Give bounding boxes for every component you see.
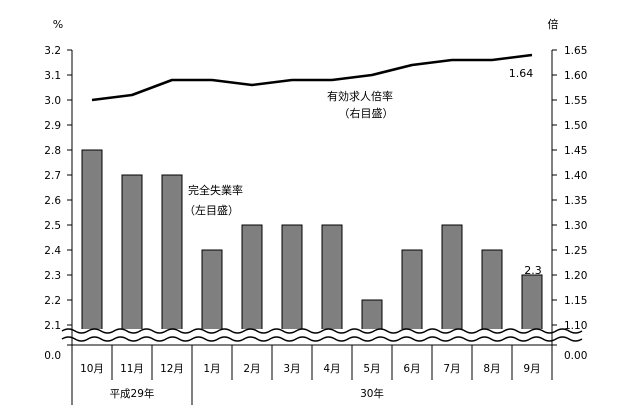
left-tick-label: 2.1 [44,320,61,332]
left-tick-label: 2.4 [44,245,61,257]
left-tick-label: 2.5 [44,220,61,232]
left-tick-label: 3.1 [44,70,61,82]
bar-series-axis-note: （左目盛） [184,203,239,217]
category-label: 12月 [160,363,184,375]
last-bar-value-label: 2.3 [524,264,542,277]
category-label: 9月 [523,363,540,375]
category-label: 1月 [203,363,220,375]
last-line-value-label: 1.64 [509,67,534,80]
line-series-label: 有効求人倍率 [327,89,393,103]
category-label: 6月 [403,363,420,375]
x-axis-year-groups: 平成29年 30年 [71,380,384,405]
axis-break-lower-wave [61,336,583,342]
left-axis-ticks: 3.2 3.1 3.0 2.9 2.8 2.7 2.6 2.5 2.4 2.3 2.2 2.1 0.0 [44,45,72,362]
left-tick-label: 3.2 [44,45,61,57]
bar-5 [241,224,263,341]
right-tick-label: 1.20 [564,270,587,282]
right-tick-label: 1.40 [564,170,587,182]
axis-break-upper-wave [61,328,583,334]
category-label: 7月 [443,363,460,375]
bar-7 [321,224,343,341]
left-tick-label: 0.0 [44,350,61,362]
left-tick-label: 2.9 [44,120,61,132]
bar-6 [281,224,303,341]
line-series-axis-note: （右目盛） [339,106,394,120]
bar-1 [81,149,103,341]
bar-4 [201,249,223,341]
bar-10 [441,224,463,341]
bar-2 [121,174,143,341]
left-tick-label: 2.7 [44,170,61,182]
axis-break [61,328,583,342]
right-tick-label: 0.00 [564,350,587,362]
right-tick-label: 1.55 [564,95,587,107]
axis-break-band [62,329,562,341]
x-axis-categories: 10月 11月 12月 1月 2月 3月 4月 5月 6月 7月 8月 9月 [71,345,553,380]
category-label: 2月 [243,363,260,375]
category-label: 10月 [80,363,104,375]
bar-3 [161,174,183,341]
right-tick-label: 1.50 [564,120,587,132]
left-tick-label: 2.6 [44,195,61,207]
bar-series-label: 完全失業率 [188,183,243,197]
right-tick-label: 1.35 [564,195,587,207]
left-axis-unit: % [53,18,63,31]
left-tick-label: 2.2 [44,295,61,307]
bar-11 [481,249,503,341]
line-series [91,53,533,102]
category-label: 11月 [120,363,144,375]
bar-series [81,149,543,341]
line-path [91,53,533,102]
left-tick-label: 3.0 [44,95,61,107]
right-tick-label: 1.45 [564,145,587,157]
right-axis-unit: 倍 [548,17,559,31]
category-label: 5月 [363,363,380,375]
year-group-label: 平成29年 [110,387,155,400]
year-group-label: 30年 [360,387,384,400]
category-label: 3月 [283,363,300,375]
right-axis-ticks: 1.65 1.60 1.55 1.50 1.45 1.40 1.35 1.30 1.25 1.20… [552,45,587,362]
right-tick-label: 1.25 [564,245,587,257]
category-label: 8月 [483,363,500,375]
right-tick-label: 1.65 [564,45,587,57]
right-tick-label: 1.60 [564,70,587,82]
left-tick-label: 2.8 [44,145,61,157]
right-tick-label: 1.10 [564,320,587,332]
left-tick-label: 2.3 [44,270,61,282]
right-tick-label: 1.30 [564,220,587,232]
bar-9 [401,249,423,341]
right-tick-label: 1.15 [564,295,587,307]
category-label: 4月 [323,363,340,375]
